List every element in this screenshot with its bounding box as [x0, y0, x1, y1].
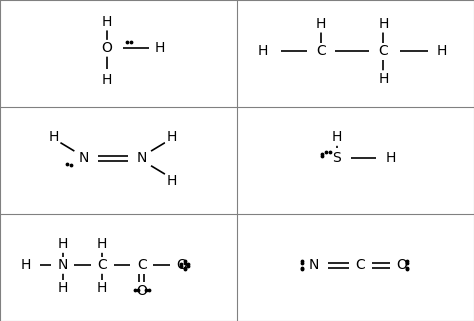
Text: C: C [316, 44, 326, 58]
Text: H: H [436, 44, 447, 58]
Text: O: O [137, 283, 147, 298]
Text: N: N [79, 152, 89, 165]
Text: C: C [137, 258, 146, 273]
Text: H: H [167, 175, 177, 188]
Text: O: O [397, 258, 407, 273]
Text: H: H [20, 258, 31, 273]
Text: H: H [97, 238, 108, 251]
Text: H: H [102, 15, 112, 29]
Text: S: S [333, 152, 341, 165]
Text: H: H [48, 130, 59, 144]
Text: H: H [385, 152, 395, 165]
Text: N: N [137, 152, 147, 165]
Text: O: O [101, 41, 112, 55]
Text: H: H [332, 130, 342, 144]
Text: H: H [155, 41, 165, 55]
Text: H: H [257, 44, 268, 58]
Text: C: C [97, 258, 107, 273]
Text: H: H [316, 17, 326, 31]
Text: H: H [57, 238, 68, 251]
Text: H: H [378, 17, 389, 31]
Text: H: H [378, 72, 389, 86]
Text: N: N [309, 258, 319, 273]
Text: H: H [97, 282, 108, 295]
Text: H: H [167, 130, 177, 144]
Text: C: C [379, 44, 388, 58]
Text: H: H [102, 73, 112, 87]
Text: N: N [57, 258, 68, 273]
Text: O: O [176, 258, 187, 273]
Text: H: H [57, 282, 68, 295]
Text: C: C [356, 258, 365, 273]
